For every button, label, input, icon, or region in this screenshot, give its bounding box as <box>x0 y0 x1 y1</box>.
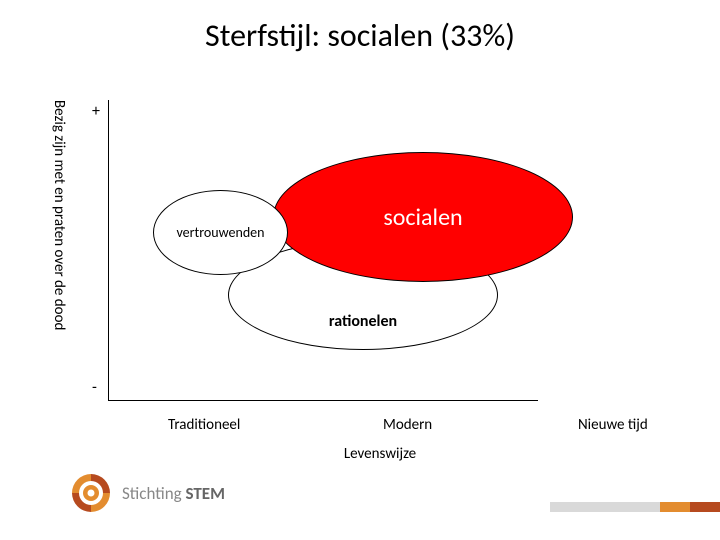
page-title: Sterfstijl: socialen (33%) <box>0 16 720 55</box>
y-axis-label: Bezig zijn met en praten over de dood <box>50 100 68 400</box>
y-axis-plus: + <box>92 102 100 121</box>
diagram-area: rationelen socialen vertrouwenden <box>108 100 688 400</box>
decor-seg-3 <box>690 502 720 512</box>
ellipse-socialen: socialen <box>273 152 573 282</box>
ellipse-vertrouwenden: vertrouwenden <box>153 190 288 275</box>
x-axis-line <box>108 400 538 401</box>
x-label-traditioneel: Traditioneel <box>168 416 240 434</box>
x-label-nieuwe-tijd: Nieuwe tijd <box>578 416 648 434</box>
x-axis-labels: Traditioneel Modern Nieuwe tijd <box>108 416 688 436</box>
decor-seg-1 <box>550 502 660 512</box>
logo-icon <box>70 472 112 514</box>
x-label-modern: Modern <box>383 416 432 434</box>
decor-bar <box>550 502 720 512</box>
x-axis-title: Levenswijze <box>0 445 720 463</box>
y-axis-minus: - <box>92 378 97 397</box>
logo-text: Stichting STEM <box>122 483 225 504</box>
ellipse-socialen-label: socialen <box>383 203 462 232</box>
logo-text-pre: Stichting <box>122 483 186 504</box>
logo: Stichting STEM <box>70 472 225 514</box>
decor-seg-2 <box>660 502 690 512</box>
ellipse-vertrouwenden-label: vertrouwenden <box>177 224 265 241</box>
logo-text-bold: STEM <box>186 483 225 504</box>
ellipse-rationelen-label: rationelen <box>329 312 397 331</box>
